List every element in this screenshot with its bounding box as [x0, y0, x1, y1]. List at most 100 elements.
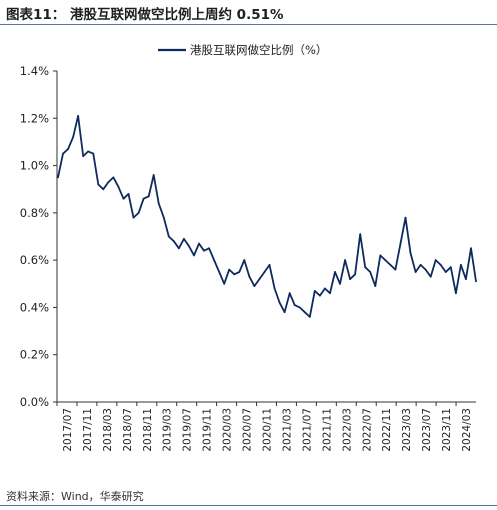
data-point [172, 240, 175, 243]
data-point [364, 266, 367, 269]
data-point [409, 252, 412, 254]
legend-label: 港股互联网做空比例（%） [190, 43, 327, 57]
x-tick-label: 2020/07 [242, 408, 254, 452]
x-tick-label: 2023/11 [441, 408, 453, 452]
data-point [339, 282, 341, 285]
data-point [449, 266, 452, 269]
data-point [223, 282, 226, 285]
x-tick-label: 2021/07 [301, 408, 313, 452]
data-point [228, 268, 231, 271]
data-point [465, 278, 467, 280]
y-tick-label: 0.2% [20, 348, 49, 362]
data-point [389, 264, 392, 266]
data-point [424, 268, 427, 271]
legend: 港股互联网做空比例（%） [158, 43, 327, 57]
bottom-rule [0, 505, 497, 506]
data-point [394, 268, 397, 271]
data-point [288, 292, 291, 295]
data-point [193, 254, 195, 257]
data-point [248, 275, 251, 278]
data-point [127, 193, 130, 195]
series-layer [57, 115, 477, 318]
data-point [203, 249, 205, 252]
series-line [57, 115, 477, 318]
data-point [268, 264, 271, 266]
data-point [62, 152, 64, 155]
data-point [57, 176, 59, 179]
x-tick-label: 2021/03 [281, 408, 293, 452]
data-point [122, 197, 125, 200]
data-point [137, 212, 140, 214]
x-tick-label: 2023/07 [421, 408, 433, 452]
data-point [434, 259, 437, 261]
data-point [344, 259, 346, 261]
data-point [72, 136, 74, 139]
data-point [444, 271, 447, 273]
data-point [263, 271, 266, 273]
data-point [147, 195, 150, 198]
data-point [329, 292, 331, 295]
y-tick-label: 1.4% [20, 64, 49, 78]
y-tick-label: 0.6% [20, 253, 49, 267]
data-point [218, 271, 221, 273]
y-tick-label: 0.0% [20, 395, 49, 409]
data-point [102, 188, 105, 191]
data-point [273, 287, 276, 290]
data-point [77, 115, 79, 117]
data-point [384, 259, 387, 261]
data-point [198, 242, 200, 245]
data-point [238, 271, 241, 273]
x-tick-label: 2024/03 [461, 408, 473, 452]
x-tick-label: 2020/11 [262, 408, 274, 452]
x-tick-label: 2020/03 [222, 408, 234, 452]
data-point [298, 306, 301, 309]
x-tick-label: 2019/11 [202, 408, 214, 452]
data-point [178, 247, 180, 250]
data-point [142, 197, 145, 200]
data-point [258, 278, 261, 280]
y-tick-label: 1.2% [20, 111, 49, 125]
figure-header: 图表11： 港股互联网做空比例上周约 0.51% [0, 0, 497, 25]
data-point [399, 242, 402, 245]
data-point [475, 280, 477, 283]
x-tick-label: 2022/07 [361, 408, 373, 452]
x-tick-label: 2023/03 [401, 408, 413, 452]
data-point [439, 264, 442, 266]
data-point [349, 278, 351, 280]
data-point [243, 259, 246, 261]
data-point [369, 271, 372, 273]
data-point [308, 316, 311, 318]
data-point [460, 264, 462, 266]
data-point [183, 238, 185, 240]
data-point [167, 235, 170, 238]
data-point [319, 294, 321, 297]
y-tick-label: 0.4% [20, 300, 49, 314]
data-point [470, 247, 472, 250]
data-point [162, 216, 165, 219]
x-tick-label: 2022/03 [341, 408, 353, 452]
x-tick-label: 2018/03 [102, 408, 114, 452]
data-point [112, 176, 115, 179]
x-tick-label: 2021/11 [321, 408, 333, 452]
data-point [107, 181, 110, 184]
data-point [132, 216, 135, 219]
data-point [374, 285, 377, 287]
x-axis: 2017/07 2017/11 2018/03 2018/07 2018/11 2019/… [56, 401, 476, 452]
x-tick-label: 2019/07 [182, 408, 194, 452]
data-point [87, 150, 90, 153]
data-point [278, 301, 281, 304]
data-point [82, 155, 85, 157]
x-tick-label: 2018/07 [122, 408, 134, 452]
data-point [414, 271, 417, 273]
data-point [213, 259, 216, 261]
data-point [67, 148, 69, 150]
data-point [188, 245, 190, 247]
data-point [404, 216, 407, 219]
data-point [429, 275, 432, 278]
data-point [157, 202, 160, 205]
x-tick-label: 2022/11 [381, 408, 393, 452]
data-point [313, 290, 316, 292]
data-point [97, 183, 100, 186]
data-point [354, 273, 356, 276]
line-chart: 港股互联网做空比例（%） 0.0% 0.2% 0.4% 0.6% 0.8% 1.0% 1.2… [20, 43, 477, 452]
